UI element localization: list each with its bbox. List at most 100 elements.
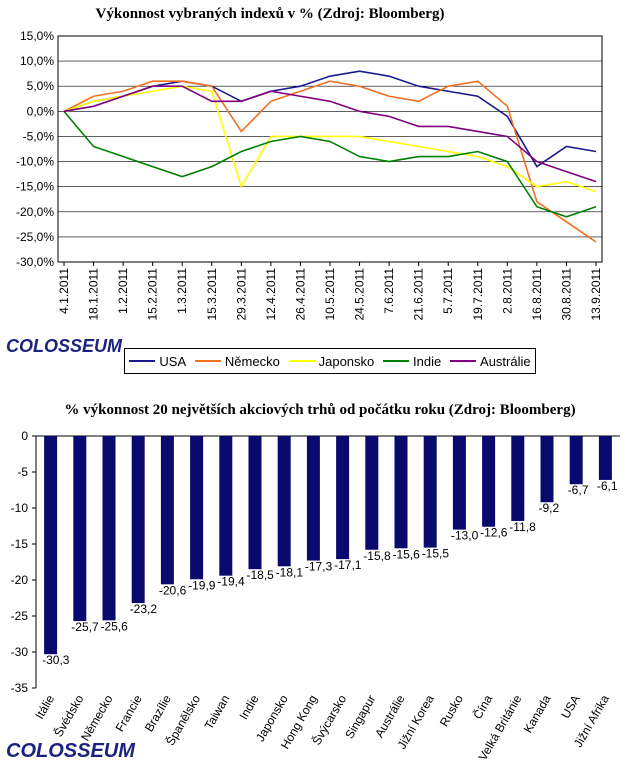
line-chart: 15,0% 10,0% 5,0% 0,0% -5,0% -10,0% -15,0% -20,0…	[16, 29, 603, 321]
y-tick-label: -25,0%	[16, 230, 54, 244]
data-label: -25,6	[101, 619, 129, 633]
x-tick-label: 5.7.2011	[441, 268, 455, 314]
y-tick-label: -10,0%	[16, 155, 54, 169]
x-tick-label: 19.7.2011	[471, 268, 485, 321]
series-line-Indie	[63, 110, 597, 218]
x-tick-label: 13.9.2011	[589, 268, 603, 321]
bar-Itálie	[44, 436, 58, 655]
y-tick-label: 10,0%	[20, 54, 54, 68]
bar-Švédsko	[73, 436, 87, 622]
data-label: -6,1	[597, 479, 618, 493]
x-tick-label: 15.2.2011	[146, 268, 160, 321]
legend-item: USA	[129, 354, 186, 369]
y-tick-label: -25	[11, 609, 29, 623]
bar-Austrálie	[394, 436, 408, 549]
y-tick-label: 5,0%	[27, 79, 55, 93]
legend-label: Německo	[224, 353, 280, 369]
category-label: Indie	[236, 692, 261, 722]
data-label: -11,8	[509, 520, 536, 534]
bar-Francie	[131, 436, 145, 604]
x-tick-label: 16.8.2011	[530, 268, 544, 321]
bar-Taiwan	[219, 436, 233, 576]
colosseum-logo: COLOSSEUM	[6, 336, 123, 356]
series-line-Německo	[63, 80, 597, 243]
data-label: -18,5	[247, 568, 275, 582]
line-chart-title: Výkonnost vybraných indexů v % (Zdroj: B…	[95, 6, 445, 22]
bar-Španělsko	[190, 436, 204, 580]
series-line-Japonsko	[63, 85, 597, 193]
bar-Čína	[482, 436, 496, 527]
data-label: -19,9	[188, 578, 216, 592]
bar-Švýcarsko	[336, 436, 350, 560]
y-tick-label: -30	[11, 645, 29, 659]
category-label: Itálie	[32, 692, 57, 721]
legend-swatch	[194, 360, 221, 362]
series-line-Austrálie	[63, 85, 597, 183]
x-tick-label: 1.3.2011	[175, 268, 189, 314]
y-tick-label: -20	[11, 573, 29, 587]
data-label: -15,5	[422, 547, 450, 561]
category-label: Rusko	[437, 692, 466, 729]
legend-item: Německo	[194, 353, 280, 369]
data-label: -13,0	[451, 529, 479, 543]
y-tick-label: -10	[11, 501, 29, 515]
legend-label: Indie	[413, 353, 442, 369]
y-tick-label: 0	[21, 429, 28, 443]
x-tick-label: 26.4.2011	[293, 268, 307, 321]
data-label: -19,4	[217, 575, 245, 589]
bar-Kanada	[540, 436, 554, 503]
legend-label: USA	[159, 353, 187, 369]
bar-Německo	[102, 436, 116, 621]
y-tick-label: -35	[11, 681, 29, 695]
bar-Velká Británie	[511, 436, 525, 521]
x-tick-label: 21.6.2011	[412, 268, 426, 321]
bar-Jižní Korea	[423, 436, 437, 548]
data-label: -23,2	[130, 602, 158, 616]
bar-Jižní Afrika	[598, 436, 612, 480]
y-tick-label: -30,0%	[16, 255, 54, 269]
x-tick-label: 2.8.2011	[500, 268, 514, 314]
legend-item: Japonsko	[288, 353, 375, 369]
bar-Hong Kong	[306, 436, 320, 561]
data-label: -30,3	[42, 653, 70, 667]
data-label: -20,6	[159, 583, 187, 597]
data-label: -6,7	[568, 483, 589, 497]
y-tick-label: 0,0%	[27, 104, 55, 118]
legend-swatch	[450, 360, 477, 362]
x-tick-label: 30.8.2011	[559, 268, 573, 321]
legend-swatch	[129, 360, 156, 362]
category-label: Taiwan	[202, 693, 233, 732]
bar-Singapur	[365, 436, 379, 550]
category-label: USA	[558, 693, 582, 721]
data-label: -18,1	[276, 565, 304, 579]
legend-swatch	[288, 360, 315, 362]
bar-Japonsko	[277, 436, 291, 567]
x-tick-label: 1.2.2011	[116, 268, 130, 314]
line-chart-legend: USA Německo Japonsko Indie Austrálie	[124, 348, 536, 374]
y-tick-label: -20,0%	[16, 205, 54, 219]
legend-label: Austrálie	[480, 353, 531, 369]
bar-Indie	[248, 436, 262, 570]
data-label: -15,6	[393, 547, 421, 561]
x-tick-label: 7.6.2011	[382, 268, 396, 314]
bar-Brazílie	[160, 436, 174, 585]
data-label: -17,3	[305, 560, 333, 574]
x-tick-label: 24.5.2011	[353, 268, 367, 321]
bar-USA	[569, 436, 583, 485]
x-tick-label: 18.1.2011	[87, 268, 101, 321]
category-label: Čína	[470, 692, 496, 722]
legend-swatch	[383, 360, 410, 362]
data-label: -25,7	[71, 620, 99, 634]
category-label: Brazílie	[142, 692, 174, 734]
legend-item: Indie	[383, 354, 441, 369]
y-tick-label: 15,0%	[20, 29, 54, 43]
x-tick-label: 10.5.2011	[323, 268, 337, 321]
legend-label: Japonsko	[318, 353, 375, 369]
y-tick-label: -5	[17, 465, 28, 479]
plot-area	[57, 35, 603, 263]
colosseum-logo-bottom: COLOSSEUM	[6, 740, 135, 762]
data-label: -12,6	[480, 526, 508, 540]
x-tick-label: 4.1.2011	[57, 268, 71, 314]
x-tick-label: 29.3.2011	[234, 268, 248, 321]
